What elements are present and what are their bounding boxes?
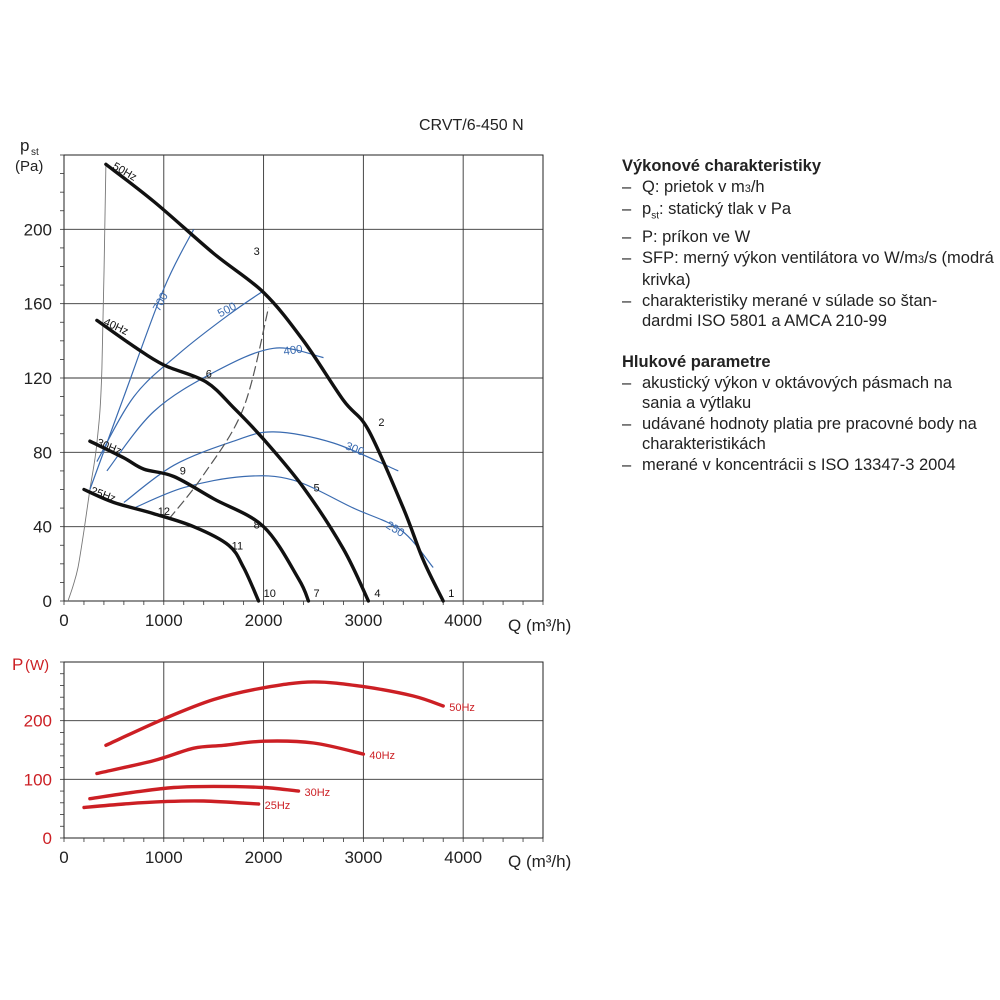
pressure-y-label-sub: st (31, 147, 39, 158)
note-item: akustický výkon v oktávových pásmach na … (622, 373, 994, 414)
performance-notes-list: Q: prietok v m3/h pst: statický tlak v P… (622, 177, 994, 332)
operating-point-label: 5 (314, 483, 320, 495)
notes-panel: Výkonové charakteristiky Q: prietok v m3… (622, 156, 994, 496)
fan-curve-25Hz (82, 487, 261, 603)
sfp-curve-400 (106, 347, 324, 472)
pressure-x-axis-label: Q (m³/h) (508, 616, 571, 635)
note-item: pst: statický tlak v Pa (622, 199, 994, 227)
pressure-y-label-main: p (20, 136, 29, 155)
notes-heading-noise: Hlukové parametre (622, 353, 771, 372)
power-curve-30Hz (88, 784, 301, 801)
power-y-label-unit: (W) (25, 657, 49, 674)
sfp-label: 400 (283, 344, 304, 359)
power-curve-25Hz (82, 799, 261, 810)
power-x-axis-label: Q (m³/h) (508, 852, 571, 871)
fan-curve-label: 25Hz (89, 485, 117, 505)
operating-point-label: 4 (374, 588, 380, 600)
note-item: udávané hodnoty platia pre pracovné body… (622, 414, 994, 455)
power-x-tick-label: 0 (59, 848, 68, 867)
sfp-curve-500 (96, 290, 264, 462)
power-y-tick-label: 0 (43, 829, 52, 848)
note-item: merané v koncentrácii s ISO 13347-3 2004 (622, 455, 994, 476)
note-item: Q: prietok v m3/h (622, 177, 994, 200)
operating-point-label: 2 (378, 417, 384, 429)
pressure-y-tick-label: 200 (24, 220, 52, 239)
note-item: charakteristiky merané v súlade so štan-… (622, 291, 994, 332)
fan-curve-30Hz (88, 439, 311, 603)
operating-point-label: 9 (180, 465, 186, 477)
notes-heading-performance: Výkonové charakteristiky (622, 157, 822, 175)
power-x-tick-label: 2000 (245, 848, 283, 867)
operating-point-label: 7 (313, 588, 319, 600)
power-curve-label: 50Hz (449, 702, 475, 714)
power-curve-label: 25Hz (265, 800, 291, 812)
power-curve-50Hz (104, 680, 445, 747)
power-y-tick-label: 200 (24, 712, 52, 731)
pressure-y-tick-label: 120 (24, 369, 52, 388)
model-title: CRVT/6-450 N (419, 117, 524, 134)
note-item: SFP: merný výkon ventilátora vo W/m3/s (… (622, 248, 994, 291)
pressure-y-tick-label: 80 (33, 443, 52, 462)
note-item: P: príkon ve W (622, 227, 994, 248)
power-x-tick-label: 3000 (344, 848, 382, 867)
pressure-x-tick-label: 4000 (444, 611, 482, 630)
fan-curve-40Hz (95, 318, 371, 603)
noise-notes-list: akustický výkon v oktávových pásmach na … (622, 373, 994, 476)
pressure-y-label-unit: (Pa) (15, 158, 43, 175)
sfp-curve-250 (133, 475, 434, 568)
pressure-y-tick-label: 160 (24, 295, 52, 314)
operating-point-label: 10 (264, 588, 276, 600)
sfp-label: 300 (343, 440, 365, 458)
operating-point-label: 6 (206, 369, 212, 381)
power-y-tick-label: 100 (24, 770, 52, 789)
system-curve (168, 307, 270, 520)
operating-point-label: 11 (232, 540, 243, 552)
pressure-x-tick-label: 3000 (344, 611, 382, 630)
operating-point-label: 12 (158, 506, 170, 518)
operating-point-label: 3 (254, 246, 260, 258)
sfp-label: 700 (151, 291, 171, 314)
operating-point-label: 1 (448, 588, 454, 600)
pressure-x-tick-label: 0 (59, 611, 68, 630)
pressure-y-tick-label: 0 (43, 592, 52, 611)
power-x-tick-label: 4000 (444, 848, 482, 867)
power-curve-40Hz (95, 739, 366, 776)
sfp-curve-300 (123, 431, 399, 503)
power-curve-label: 40Hz (369, 750, 395, 762)
pressure-x-tick-label: 1000 (145, 611, 183, 630)
sfp-label: 250 (384, 520, 407, 540)
fan-curve-50Hz (104, 162, 445, 603)
pressure-x-tick-label: 2000 (245, 611, 283, 630)
power-y-label-main: P (12, 655, 23, 674)
operating-point-label: 8 (254, 520, 260, 532)
power-plot-frame (63, 661, 544, 839)
limit-curve (67, 164, 107, 602)
pressure-y-tick-label: 40 (33, 518, 52, 537)
power-curve-label: 30Hz (305, 787, 331, 799)
fan-curve-label: 30Hz (95, 437, 123, 458)
power-x-tick-label: 1000 (145, 848, 183, 867)
